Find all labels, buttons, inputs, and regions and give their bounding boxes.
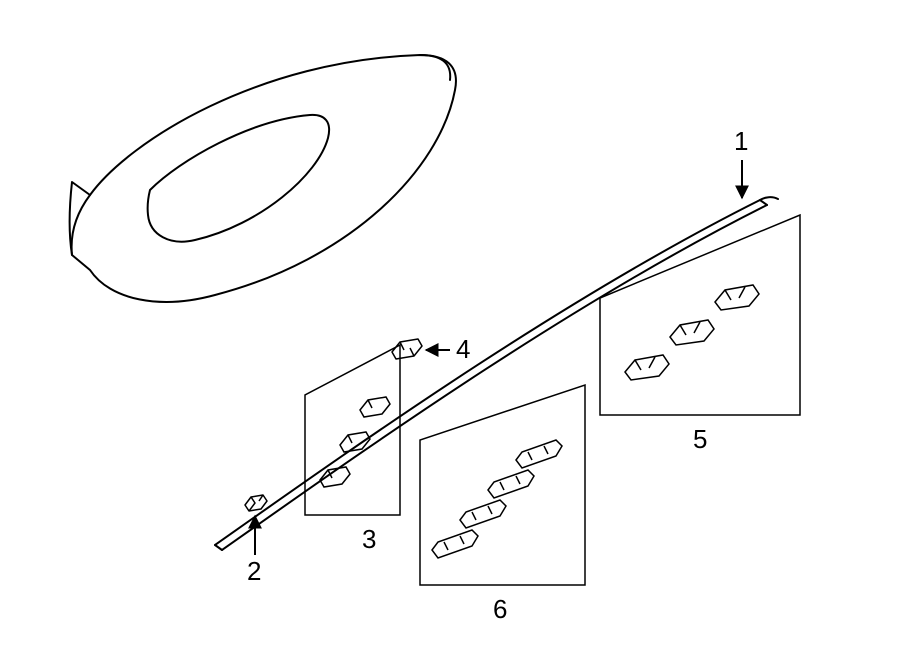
roof-panel bbox=[70, 55, 456, 302]
clip-2 bbox=[245, 495, 267, 511]
callout-3-label: 3 bbox=[362, 524, 376, 554]
callout-6-label: 6 bbox=[493, 594, 507, 624]
clip-set-3-panel bbox=[305, 345, 400, 515]
parts-diagram: 1 2 3 bbox=[0, 0, 900, 661]
callout-5: 5 bbox=[693, 424, 707, 454]
callout-6: 6 bbox=[493, 594, 507, 624]
callout-5-label: 5 bbox=[693, 424, 707, 454]
callout-2: 2 bbox=[247, 516, 261, 586]
clip-set-5-panel bbox=[600, 215, 800, 415]
callout-1: 1 bbox=[734, 126, 748, 198]
clip-4 bbox=[392, 339, 422, 359]
callout-1-label: 1 bbox=[734, 126, 748, 156]
callout-3: 3 bbox=[362, 524, 376, 554]
callout-4-label: 4 bbox=[456, 334, 470, 364]
callout-4: 4 bbox=[426, 334, 470, 364]
clip-set-6-panel bbox=[420, 385, 585, 585]
callout-2-label: 2 bbox=[247, 556, 261, 586]
